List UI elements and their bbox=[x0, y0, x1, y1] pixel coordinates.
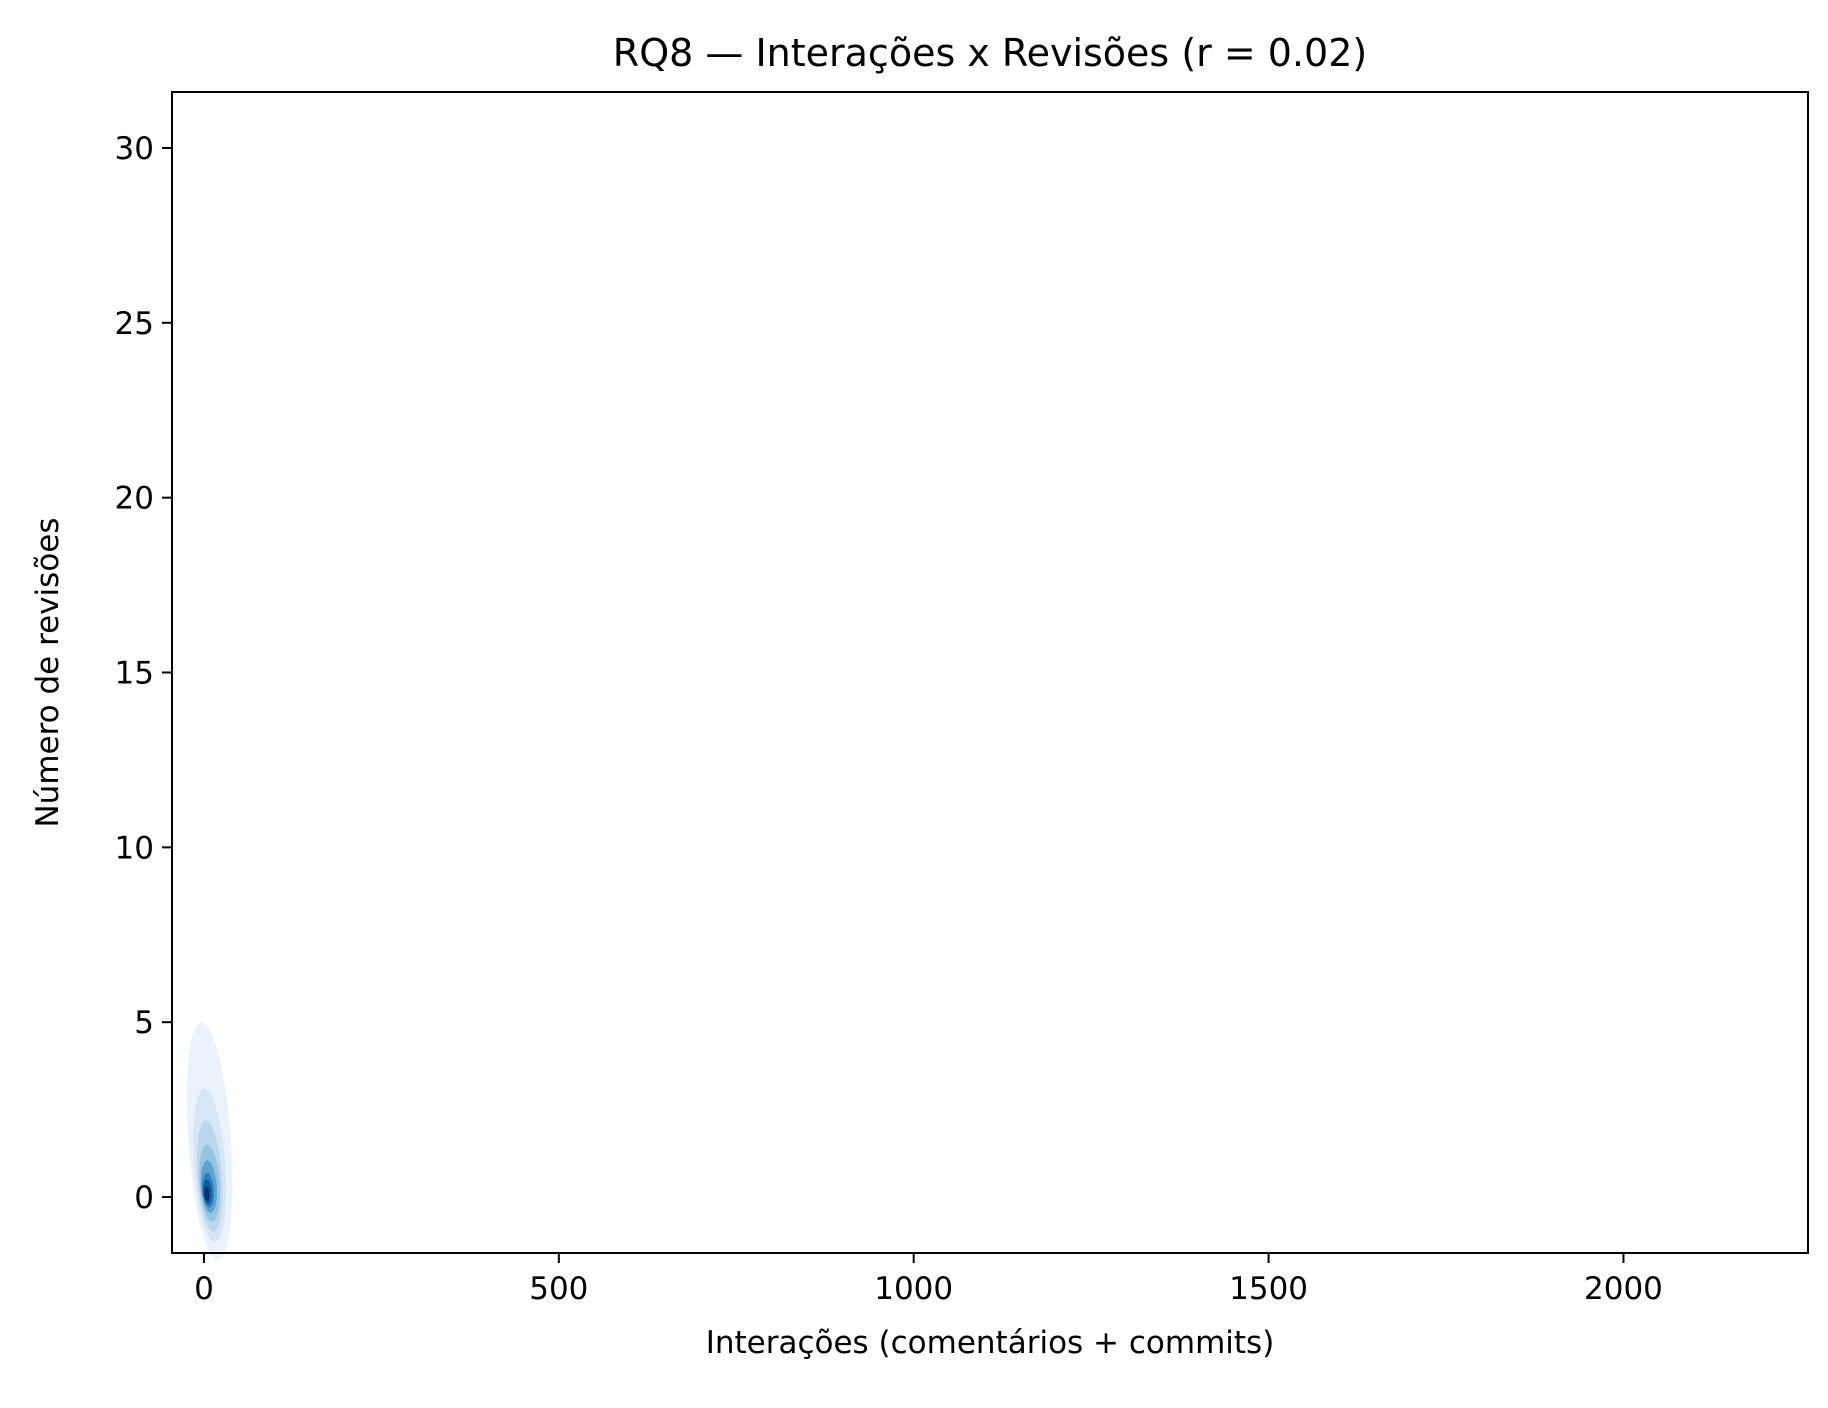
x-tick-label: 2000 bbox=[1584, 1271, 1663, 1307]
y-tick-label: 0 bbox=[134, 1180, 154, 1216]
y-axis: 0 5 10 15 20 25 30 bbox=[115, 131, 172, 1216]
y-tick-label: 15 bbox=[115, 656, 154, 692]
y-tick-label: 20 bbox=[115, 481, 154, 517]
x-tick-label: 0 bbox=[194, 1271, 214, 1307]
y-tick-label: 25 bbox=[115, 306, 154, 342]
x-axis-title: Interações (comentários + commits) bbox=[706, 1325, 1275, 1361]
x-tick-label: 1500 bbox=[1229, 1271, 1308, 1307]
x-axis: 0 500 1000 1500 2000 bbox=[194, 1253, 1663, 1307]
y-axis-title: Número de revisões bbox=[30, 517, 66, 827]
y-tick-label: 10 bbox=[115, 830, 154, 866]
x-tick-label: 500 bbox=[529, 1271, 588, 1307]
y-tick-label: 30 bbox=[115, 131, 154, 167]
y-tick-label: 5 bbox=[134, 1005, 154, 1041]
density-level-8 bbox=[204, 1186, 210, 1201]
density-contours bbox=[186, 1022, 233, 1260]
x-tick-label: 1000 bbox=[874, 1271, 953, 1307]
chart-title: RQ8 — Interações x Revisões (r = 0.02) bbox=[613, 31, 1367, 75]
